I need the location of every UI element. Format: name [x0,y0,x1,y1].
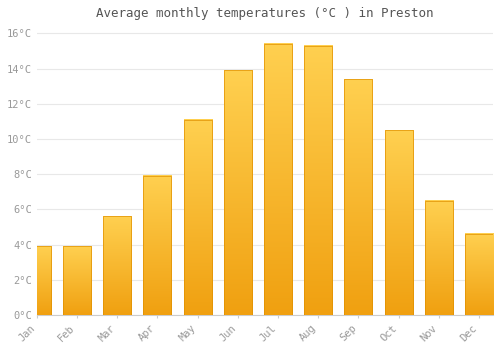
Title: Average monthly temperatures (°C ) in Preston: Average monthly temperatures (°C ) in Pr… [96,7,434,20]
Bar [103,217,132,315]
Bar [384,130,412,315]
Bar [184,120,212,315]
Bar [224,70,252,315]
Bar [22,246,51,315]
Bar [144,176,172,315]
Bar [465,234,493,315]
Bar [344,79,372,315]
Bar [424,201,453,315]
Bar [63,246,91,315]
Bar [264,44,292,315]
Bar [304,46,332,315]
